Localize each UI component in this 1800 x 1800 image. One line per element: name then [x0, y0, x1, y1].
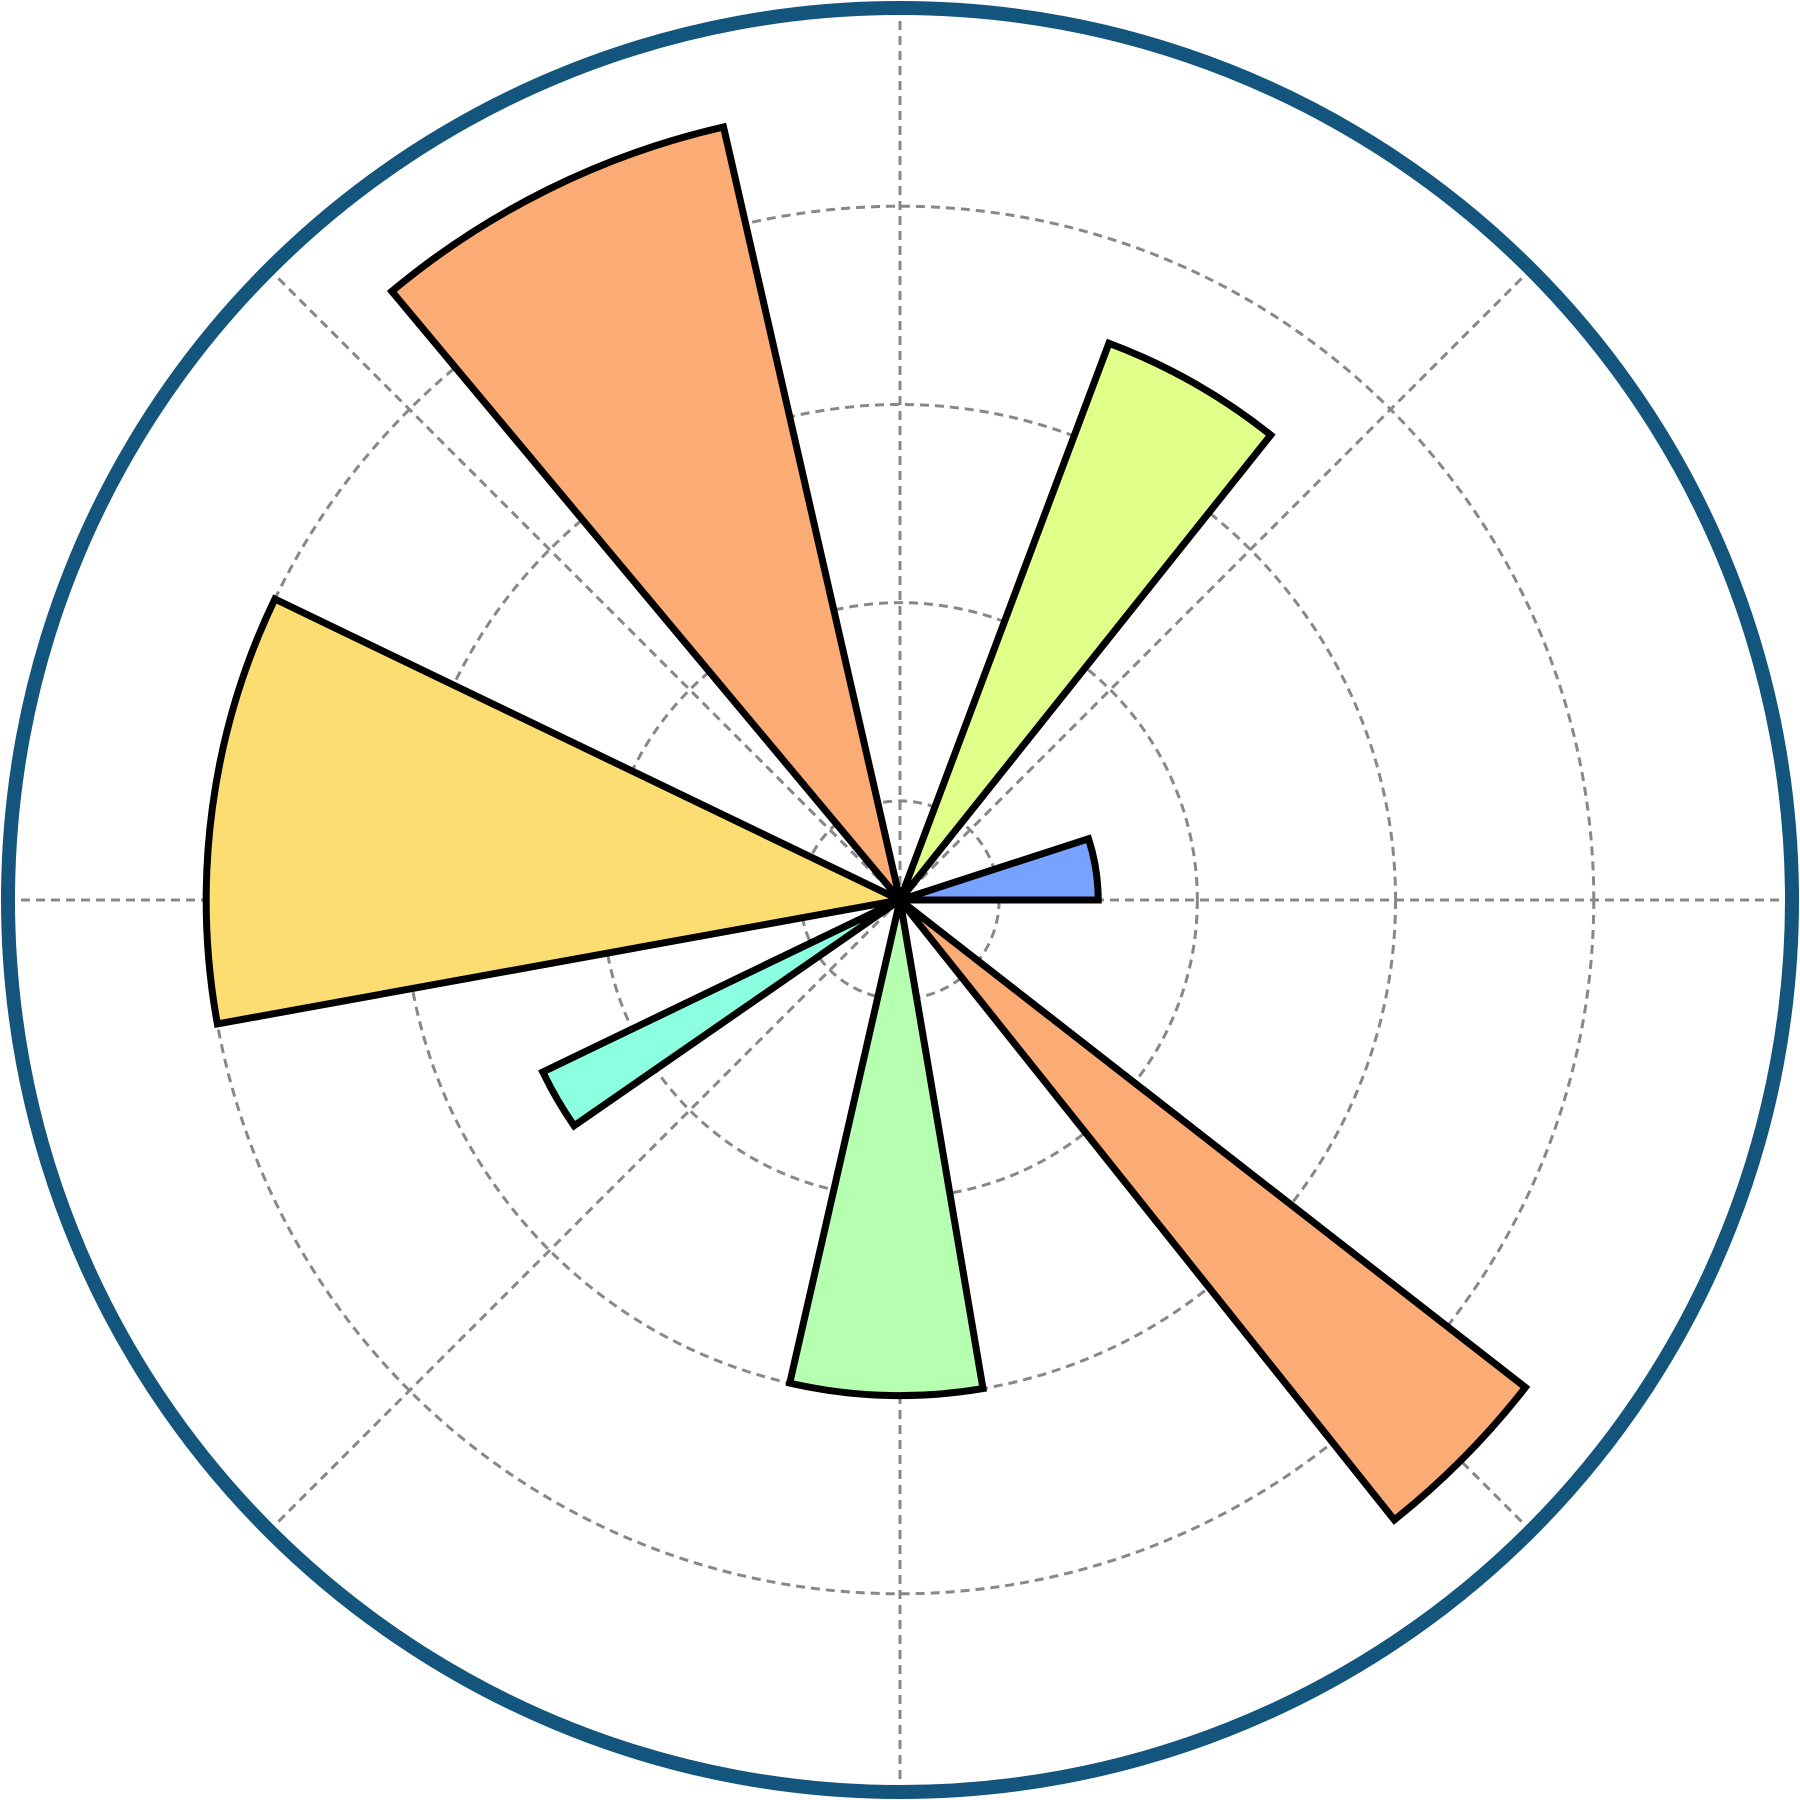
bar [538, 896, 902, 1131]
bar [896, 338, 1276, 903]
grid-spoke [898, 268, 1532, 902]
bar [785, 899, 988, 1400]
bar [386, 122, 904, 903]
grid-spoke [268, 898, 902, 1532]
bar [898, 834, 1102, 904]
bar [202, 594, 912, 1028]
bar [897, 897, 1531, 1525]
grid-spoke [268, 268, 902, 902]
